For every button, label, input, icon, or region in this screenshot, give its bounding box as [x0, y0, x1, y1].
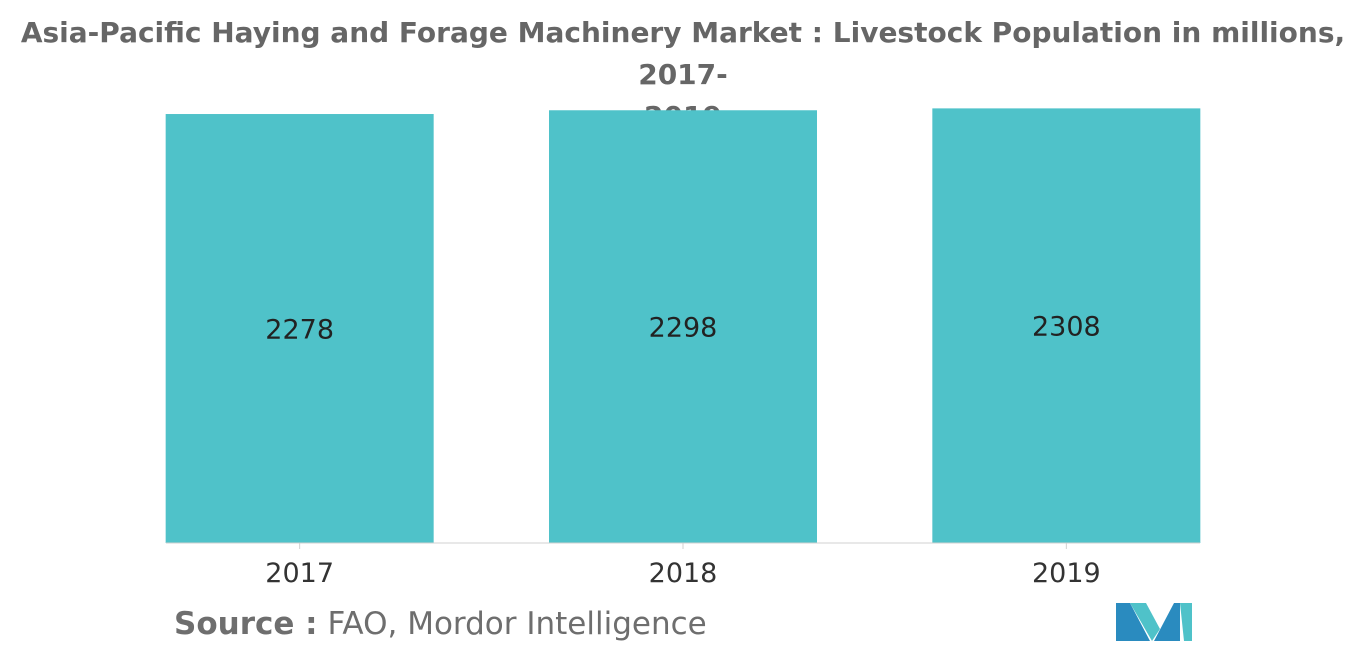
chart-title: Asia-Pacific Haying and Forage Machinery…: [0, 12, 1366, 138]
chart-title-line-1: Asia-Pacific Haying and Forage Machinery…: [20, 16, 1346, 91]
data-label-2018: 2298: [649, 313, 718, 344]
x-tick-label-2018: 2018: [649, 558, 718, 589]
source-label: Source :: [174, 606, 318, 642]
data-label-2017: 2278: [265, 315, 334, 346]
source-text: FAO, Mordor Intelligence: [327, 606, 707, 642]
source-note: Source : FAO, Mordor Intelligence: [174, 606, 707, 642]
mordor-intelligence-logo-icon: [1116, 603, 1192, 641]
bar-2018: [549, 110, 817, 544]
x-tick-label-2017: 2017: [265, 558, 334, 589]
bar-2019: [932, 108, 1201, 544]
bar-2017: [165, 114, 434, 543]
data-label-2019: 2308: [1032, 312, 1101, 343]
x-tick-label-2019: 2019: [1032, 558, 1101, 589]
